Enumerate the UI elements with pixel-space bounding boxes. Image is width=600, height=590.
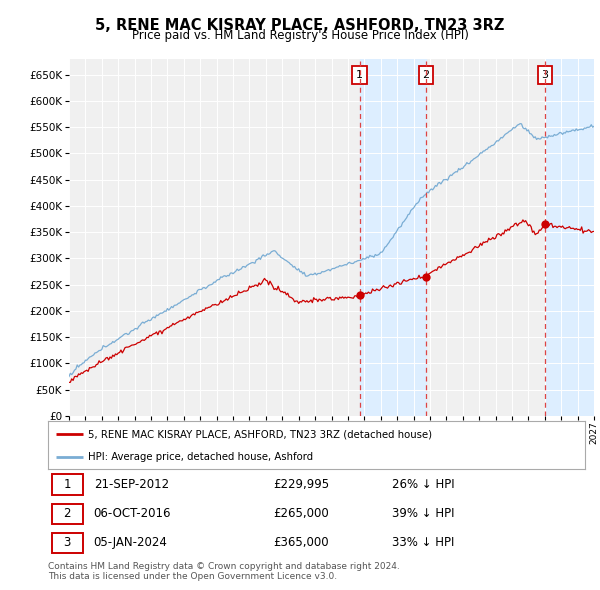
FancyBboxPatch shape <box>52 474 83 495</box>
Text: £229,995: £229,995 <box>274 478 329 491</box>
Text: Price paid vs. HM Land Registry's House Price Index (HPI): Price paid vs. HM Land Registry's House … <box>131 30 469 42</box>
Text: 33% ↓ HPI: 33% ↓ HPI <box>392 536 454 549</box>
Text: 05-JAN-2024: 05-JAN-2024 <box>94 536 167 549</box>
Text: 1: 1 <box>64 478 71 491</box>
Bar <box>545 59 594 416</box>
Text: £265,000: £265,000 <box>274 507 329 520</box>
Text: 3: 3 <box>541 70 548 80</box>
Text: 5, RENE MAC KISRAY PLACE, ASHFORD, TN23 3RZ: 5, RENE MAC KISRAY PLACE, ASHFORD, TN23 … <box>95 18 505 32</box>
Text: 39% ↓ HPI: 39% ↓ HPI <box>392 507 454 520</box>
FancyBboxPatch shape <box>52 503 83 525</box>
Text: £365,000: £365,000 <box>274 536 329 549</box>
Text: 06-OCT-2016: 06-OCT-2016 <box>94 507 171 520</box>
Text: 2: 2 <box>422 70 430 80</box>
Text: 21-SEP-2012: 21-SEP-2012 <box>94 478 169 491</box>
Text: 1: 1 <box>356 70 363 80</box>
Text: Contains HM Land Registry data © Crown copyright and database right 2024.
This d: Contains HM Land Registry data © Crown c… <box>48 562 400 581</box>
Bar <box>360 59 426 416</box>
FancyBboxPatch shape <box>52 533 83 553</box>
Text: 2: 2 <box>64 507 71 520</box>
Text: 3: 3 <box>64 536 71 549</box>
Text: 5, RENE MAC KISRAY PLACE, ASHFORD, TN23 3RZ (detached house): 5, RENE MAC KISRAY PLACE, ASHFORD, TN23 … <box>88 429 433 439</box>
Text: 26% ↓ HPI: 26% ↓ HPI <box>392 478 454 491</box>
Text: HPI: Average price, detached house, Ashford: HPI: Average price, detached house, Ashf… <box>88 452 313 462</box>
